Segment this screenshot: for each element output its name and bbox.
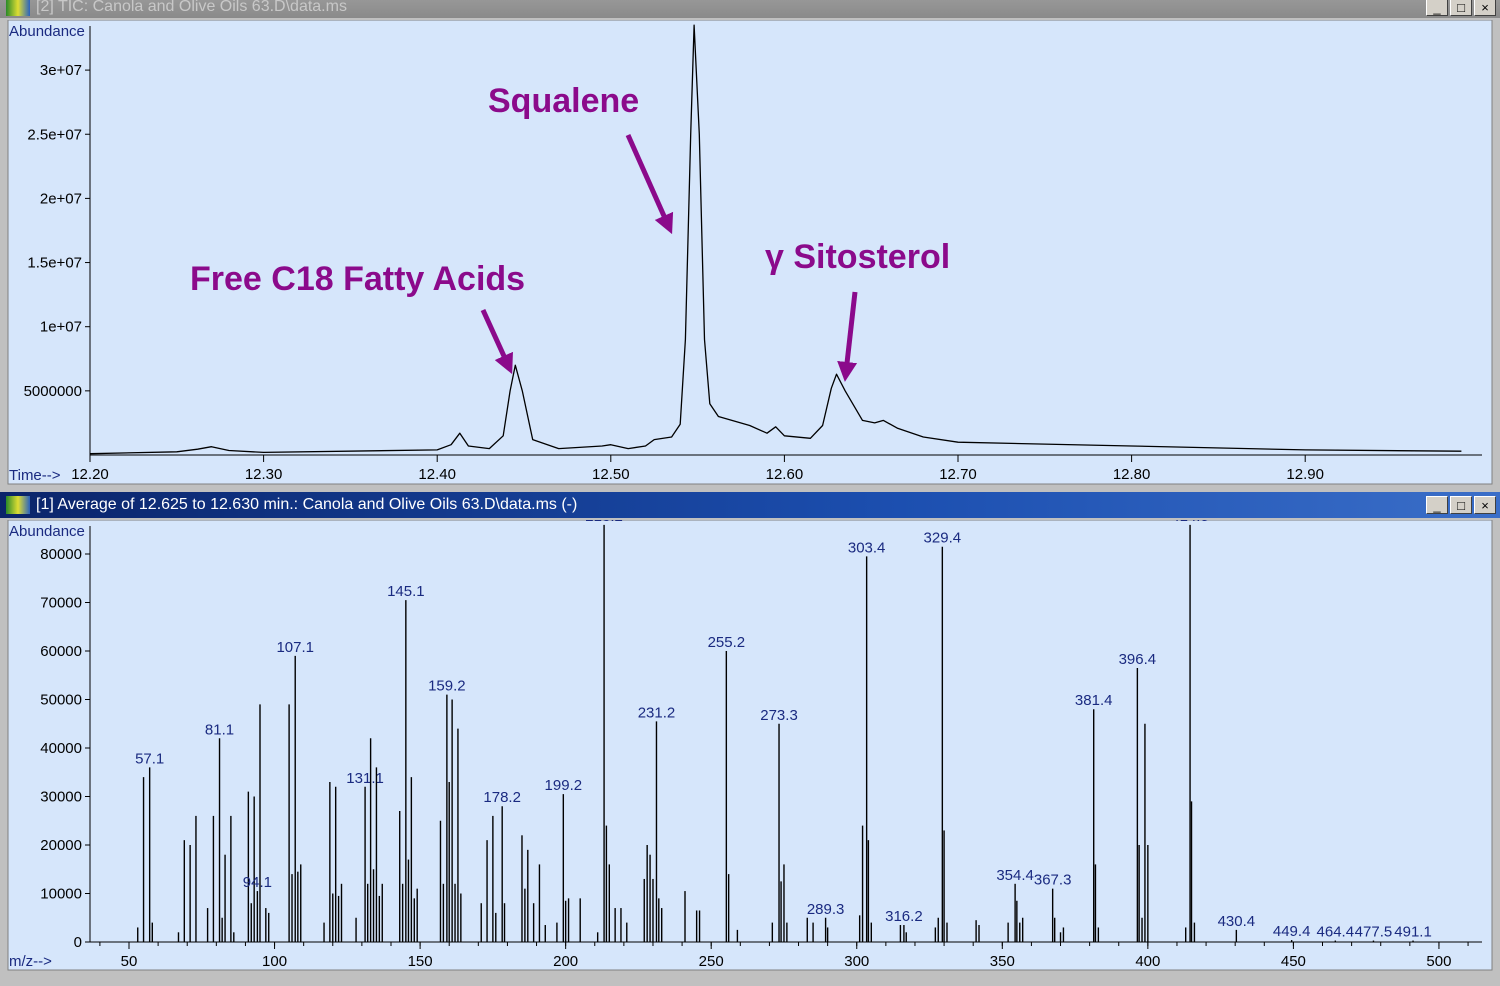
x-tick-label: 500	[1426, 953, 1451, 970]
peak-label: 477.5	[1355, 924, 1393, 941]
y-tick-label: 80000	[40, 546, 82, 563]
spectrum-title-bar[interactable]: [1] Average of 12.625 to 12.630 min.: Ca…	[0, 492, 1500, 518]
x-tick-label: 400	[1135, 953, 1160, 970]
y-tick-label: 2e+07	[40, 190, 82, 207]
x-tick-label: 350	[990, 953, 1015, 970]
app-icon	[6, 496, 30, 514]
x-tick-label: 100	[262, 953, 287, 970]
x-tick-label: 12.70	[939, 466, 977, 483]
peak-label: 94.1	[243, 874, 272, 891]
x-tick-label: 150	[408, 953, 433, 970]
y-tick-label: 3e+07	[40, 62, 82, 79]
peak-label: 464.4	[1317, 924, 1355, 941]
y-tick-label: 0	[74, 934, 82, 951]
minimize-button[interactable]: _	[1426, 496, 1448, 514]
peak-label: 178.2	[483, 789, 521, 806]
tic-trace	[89, 24, 1462, 455]
peak-label: 199.2	[545, 777, 583, 794]
spectrum-title: [1] Average of 12.625 to 12.630 min.: Ca…	[36, 496, 578, 513]
x-tick-label: 450	[1281, 953, 1306, 970]
annotation-arrow	[625, 133, 674, 235]
y-axis-label: Abundance	[9, 23, 85, 40]
spectrum-chart: Abundance m/z--> 50 100 150 200 250 300 350 400 45…	[7, 520, 1493, 971]
close-button[interactable]: ×	[1474, 0, 1496, 16]
peak-label: 396.4	[1119, 651, 1157, 668]
tic-title-bar[interactable]: [2] TIC: Canola and Olive Oils 63.D\data…	[0, 0, 1500, 18]
maximize-button[interactable]: □	[1450, 496, 1472, 514]
y-tick-label: 5000000	[24, 383, 82, 400]
x-tick-label: 200	[553, 953, 578, 970]
y-tick-label: 70000	[40, 595, 82, 612]
peak-label: 449.4	[1273, 923, 1311, 940]
annotation-label: γ Sitosterol	[765, 238, 950, 276]
peak-label: 145.1	[387, 583, 425, 600]
peak-label: 381.4	[1075, 692, 1113, 709]
annotation-label: Free C18 Fatty Acids	[190, 260, 525, 298]
app-icon	[6, 0, 30, 16]
x-tick-label: 12.30	[245, 466, 283, 483]
x-tick-label: 12.60	[766, 466, 804, 483]
x-tick-label: 12.40	[418, 466, 456, 483]
annotation-arrow	[837, 291, 858, 382]
x-tick-label: 12.90	[1286, 466, 1324, 483]
y-tick-label: 10000	[40, 886, 82, 903]
peak-label: 81.1	[205, 721, 234, 738]
y-axis-label: Abundance	[9, 523, 85, 540]
tic-window: [2] TIC: Canola and Olive Oils 63.D\data…	[0, 0, 1500, 486]
maximize-button[interactable]: □	[1450, 0, 1472, 16]
peak-label: 273.3	[760, 707, 798, 724]
plot-area	[7, 520, 1493, 971]
annotation-label: Squalene	[488, 82, 639, 120]
x-tick-label: 12.50	[592, 466, 630, 483]
y-tick-label: 1e+07	[40, 319, 82, 336]
minimize-button[interactable]: _	[1426, 0, 1448, 16]
peak-label: 57.1	[135, 750, 164, 767]
tic-chart: Abundance Time--> 12.20 12.30 12.40 12.50 12.6…	[7, 20, 1493, 485]
peak-label: 329.4	[924, 530, 962, 547]
peak-label: 303.4	[848, 539, 886, 556]
peak-label: 354.4	[996, 867, 1034, 884]
peak-label: 289.3	[807, 901, 845, 918]
y-tick-label: 30000	[40, 789, 82, 806]
x-tick-label: 300	[844, 953, 869, 970]
x-axis-label: Time-->	[9, 467, 61, 484]
peak-label: 255.2	[708, 634, 746, 651]
peak-label: 367.3	[1034, 872, 1072, 889]
y-tick-label: 20000	[40, 837, 82, 854]
spectrum-window: [1] Average of 12.625 to 12.630 min.: Ca…	[0, 488, 1500, 986]
x-axis-label: m/z-->	[9, 953, 52, 970]
tic-title: [2] TIC: Canola and Olive Oils 63.D\data…	[36, 0, 347, 15]
peak-label: 316.2	[885, 908, 923, 925]
y-tick-label: 1.5e+07	[27, 255, 82, 272]
peak-label: 159.2	[428, 678, 466, 695]
y-tick-label: 2.5e+07	[27, 126, 82, 143]
peak-label: 430.4	[1218, 913, 1256, 930]
peak-label: 231.2	[638, 704, 676, 721]
plot-area	[7, 20, 1493, 485]
annotation-arrow	[480, 308, 513, 375]
y-tick-label: 40000	[40, 740, 82, 757]
close-button[interactable]: ×	[1474, 496, 1496, 514]
y-tick-label: 60000	[40, 643, 82, 660]
y-tick-label: 50000	[40, 692, 82, 709]
peak-label: 131.1	[346, 770, 384, 787]
x-tick-label: 50	[121, 953, 138, 970]
peak-label: 107.1	[276, 639, 314, 656]
x-tick-label: 12.20	[71, 466, 109, 483]
x-tick-label: 12.80	[1113, 466, 1151, 483]
peak-label: 491.1	[1394, 924, 1432, 941]
x-tick-label: 250	[699, 953, 724, 970]
peak-label: 414.5	[1171, 520, 1209, 525]
peak-label: 213.2	[585, 520, 623, 525]
